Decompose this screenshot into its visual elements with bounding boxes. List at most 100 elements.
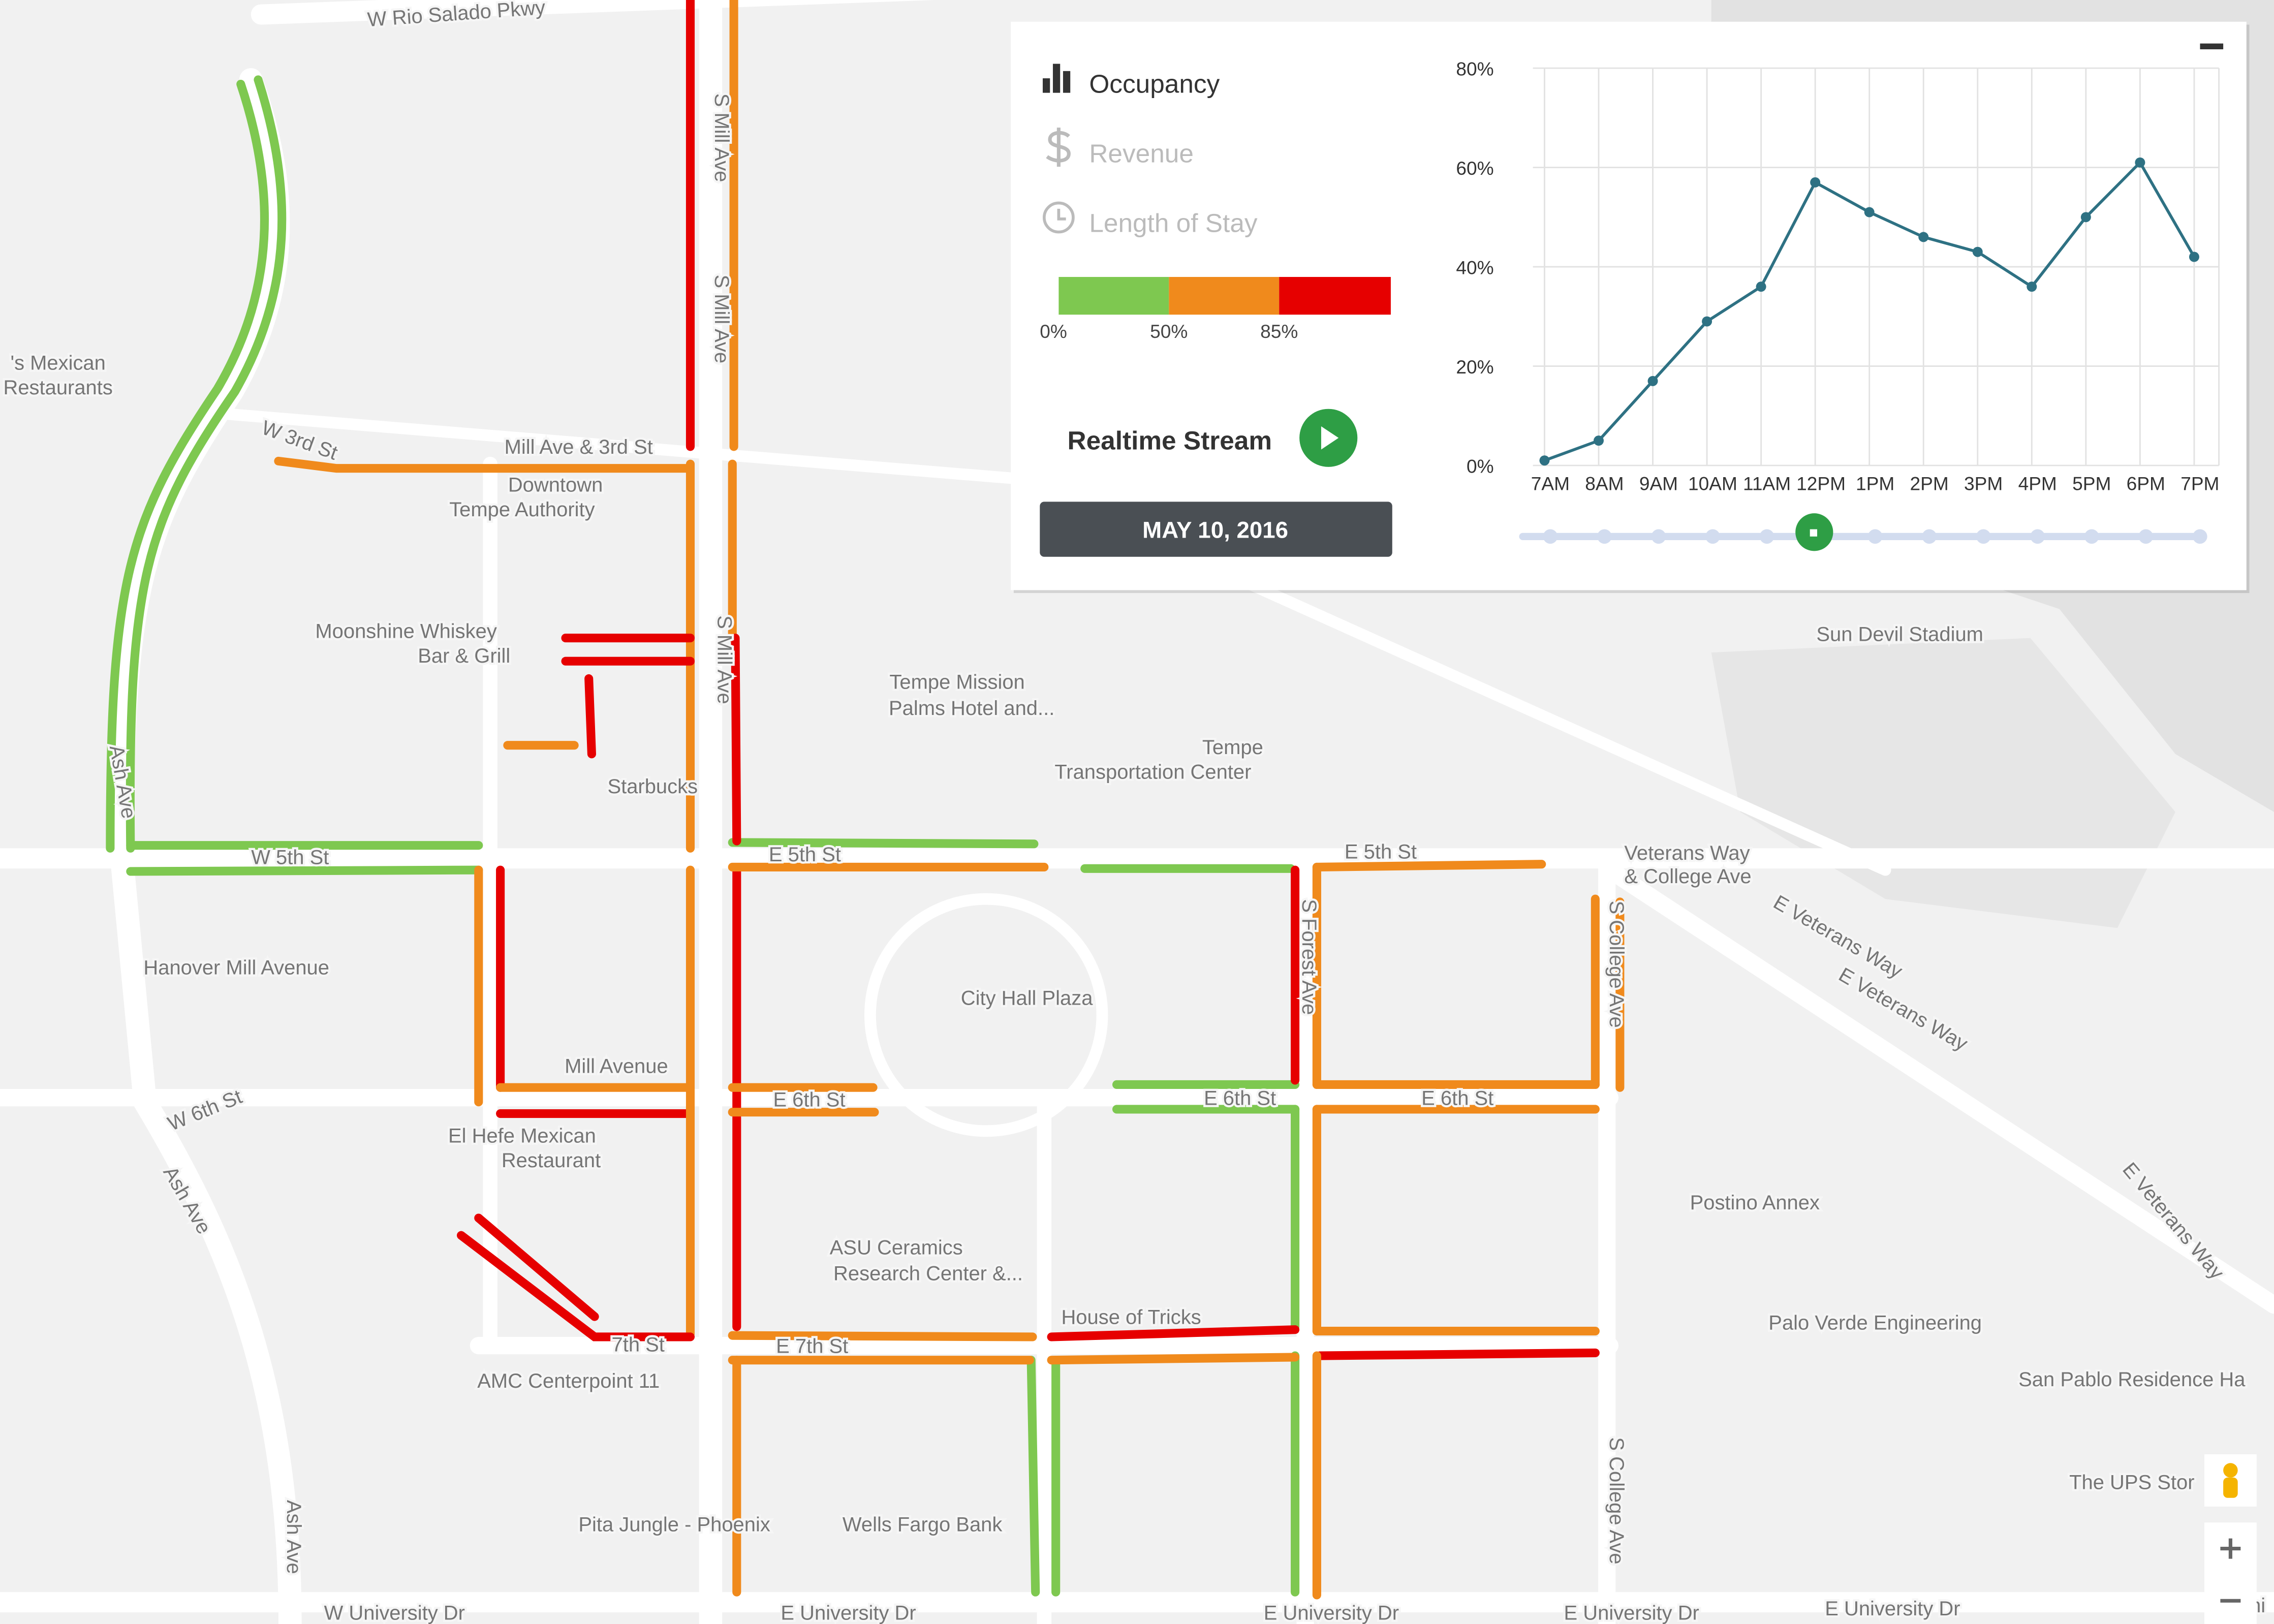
point: [2189, 252, 2199, 262]
slider-stop: [1543, 529, 1558, 544]
stream-label: Realtime Stream: [1068, 426, 1272, 455]
map-label: Veterans Way: [1624, 842, 1750, 864]
metric-tab[interactable]: Length of Stay: [1089, 209, 1258, 238]
road: [251, 0, 936, 25]
slider-stop: [1759, 529, 1774, 544]
map-label: San Pablo Residence Ha: [2018, 1368, 2246, 1391]
parking-streets: [106, 0, 1625, 1600]
date-button[interactable]: [1040, 502, 1392, 557]
play-icon: [1321, 426, 1339, 450]
map-label: 7th St: [612, 1334, 665, 1356]
slider-stop: [1976, 529, 1991, 544]
map-label: Tempe: [1202, 736, 1263, 759]
map-label: 's Mexican: [10, 352, 105, 374]
map-label: E 6th St: [773, 1088, 845, 1111]
street-segment: [1047, 1353, 1300, 1365]
map-label: Moonshine Whiskey: [315, 620, 496, 643]
map-label: Palo Verde Engineering: [1768, 1312, 1982, 1334]
map-label: E University Dr: [1825, 1598, 1960, 1620]
x-tick-label: 1PM: [1856, 473, 1894, 494]
scale-label: 50%: [1150, 321, 1188, 342]
x-tick-label: 10AM: [1688, 473, 1737, 494]
slider-stop: [1867, 529, 1883, 544]
x-tick-label: 7AM: [1531, 473, 1570, 494]
metric-tab[interactable]: Revenue: [1089, 139, 1194, 168]
map-label: Postino Annex: [1690, 1192, 1820, 1214]
map-label: E University Dr: [1564, 1602, 1699, 1624]
point: [1756, 282, 1766, 292]
map-label: AMC Centerpoint 11: [477, 1370, 660, 1392]
street-segment: [728, 1331, 1037, 1341]
map-label: S College Ave: [1605, 901, 1628, 1028]
slider-stop: [1597, 529, 1612, 544]
plaza: [864, 893, 1108, 1137]
analytics-panel: Occupancy Revenue Length of Stay 0% 50% …: [1011, 21, 2250, 594]
scale-swatch: [1279, 277, 1391, 315]
scale-swatch: [1169, 277, 1280, 315]
map-label: E 6th St: [1204, 1087, 1276, 1109]
street-segment: [1312, 860, 1546, 871]
y-tick-label: 0%: [1467, 455, 1494, 477]
map-label: Palms Hotel and...: [889, 697, 1054, 720]
map-label: S Mill Ave: [710, 274, 733, 363]
revenue-icon: [1046, 128, 1071, 167]
point: [2080, 212, 2091, 223]
map-label: City Hall Plaza: [961, 987, 1093, 1010]
scale-label: 0%: [1040, 321, 1067, 342]
map-label: E University Dr: [781, 1602, 916, 1624]
metric-tab[interactable]: Occupancy: [1089, 70, 1220, 99]
point: [1647, 376, 1658, 386]
point: [1918, 232, 1929, 242]
point: [1594, 435, 1604, 446]
street-segment: [474, 1213, 599, 1321]
icon-bar: [1063, 71, 1071, 93]
pegman: [2223, 1463, 2238, 1478]
clock-icon: [1042, 201, 1075, 234]
clock-hands: [1057, 208, 1066, 221]
x-tick-label: 2PM: [1910, 473, 1949, 494]
slider-stop: [2030, 529, 2045, 544]
point: [1972, 246, 1983, 257]
map-label: S Mill Ave: [713, 615, 736, 704]
pegman: [2223, 1477, 2238, 1498]
map-label: E 5th St: [1345, 840, 1417, 863]
street-segment: [456, 1231, 695, 1341]
map-label: Bar & Grill: [418, 645, 510, 667]
map-label: E 5th St: [769, 844, 841, 866]
street-segment: [1315, 1348, 1600, 1360]
icon-bar: [1052, 64, 1061, 93]
slider-stop: [1651, 529, 1666, 544]
street-segment: [731, 634, 741, 846]
scale-label: 85%: [1260, 321, 1298, 342]
map-label: Restaurant: [502, 1149, 601, 1172]
road: [1601, 861, 2274, 1314]
street-segment: [126, 75, 287, 853]
street-segment: [274, 456, 695, 473]
x-tick-label: 12PM: [1796, 473, 1846, 494]
point: [1810, 177, 1821, 188]
map-label: Sun Devil Stadium: [1816, 623, 1983, 645]
slider-knob-mark: [1810, 529, 1818, 537]
map-label: Mill Ave & 3rd St: [505, 436, 653, 458]
map-label: W 5th St: [251, 847, 329, 869]
map-label: S Mill Ave: [710, 93, 733, 182]
street-segment: [584, 674, 596, 759]
street-segment: [1026, 1356, 1040, 1597]
slider-stop: [2193, 529, 2207, 544]
point: [1864, 207, 1875, 217]
slider-stop: [2138, 529, 2154, 544]
map-label: E 7th St: [776, 1335, 848, 1357]
date-label: MAY 10, 2016: [1142, 517, 1288, 543]
occupancy-chart: 0% 20% 40% 60% 80% 7AM 8AM 9AM 10AM 11AM 12PM 1PM 2P…: [1456, 58, 2220, 494]
x-tick-label: 9AM: [1639, 473, 1678, 494]
x-tick-label: 6PM: [2127, 473, 2165, 494]
map-label: S College Ave: [1605, 1437, 1628, 1564]
map-label: W University Dr: [324, 1602, 465, 1624]
zoom-control: [2204, 1522, 2257, 1624]
minimize-button[interactable]: [2200, 43, 2224, 50]
map-label: Tempe Mission: [889, 671, 1024, 693]
zoom-in[interactable]: [2220, 1538, 2241, 1559]
